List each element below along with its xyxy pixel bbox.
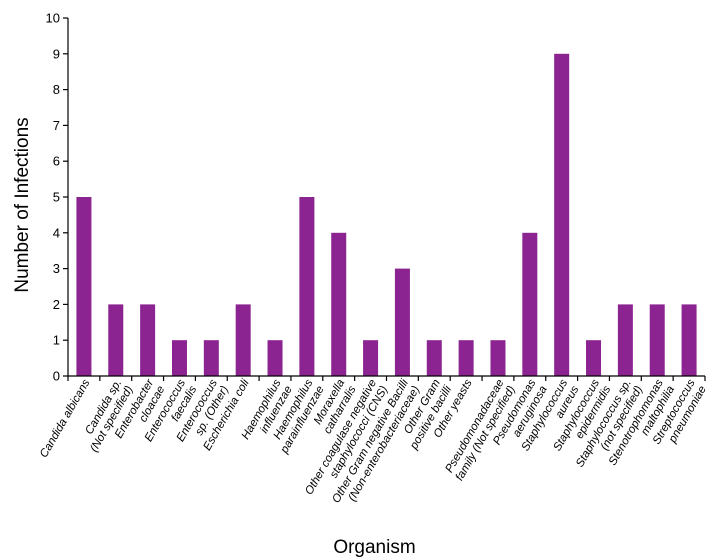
bar (331, 232, 347, 376)
y-tick-label: 6 (53, 154, 60, 169)
bar (426, 340, 442, 376)
bar (140, 304, 156, 376)
bar (108, 304, 124, 376)
bar (649, 304, 665, 376)
bar (363, 340, 379, 376)
y-axis-ticks: 0 1 2 3 4 5 6 7 8 9 10 (46, 11, 68, 384)
y-axis-title: Number of Infections (12, 117, 33, 292)
bar (76, 197, 92, 376)
bar (490, 340, 506, 376)
bar (681, 304, 697, 376)
y-tick-label: 8 (53, 82, 60, 97)
y-tick-label: 4 (53, 225, 60, 240)
bar (554, 53, 570, 377)
bar (235, 304, 251, 376)
x-axis-title: Organism (333, 537, 415, 558)
y-tick-label: 5 (53, 190, 60, 205)
bar (522, 232, 538, 376)
bar (203, 340, 219, 376)
y-tick-label: 7 (53, 118, 60, 133)
bar (617, 304, 633, 376)
y-tick-label: 1 (53, 333, 60, 348)
bars-group (76, 53, 697, 377)
bar (299, 197, 315, 376)
bar (267, 340, 283, 376)
y-tick-label: 3 (53, 261, 60, 276)
x-tick-label-line: Candida albicans (38, 377, 93, 460)
bar (458, 340, 474, 376)
bar (394, 268, 410, 376)
x-tick-label: Candida albicans (38, 377, 93, 460)
y-tick-label: 10 (46, 11, 60, 26)
bar (171, 340, 187, 376)
y-tick-label: 9 (53, 46, 60, 61)
y-tick-label: 2 (53, 297, 60, 312)
bar (586, 340, 602, 376)
y-tick-label: 0 (53, 369, 60, 384)
